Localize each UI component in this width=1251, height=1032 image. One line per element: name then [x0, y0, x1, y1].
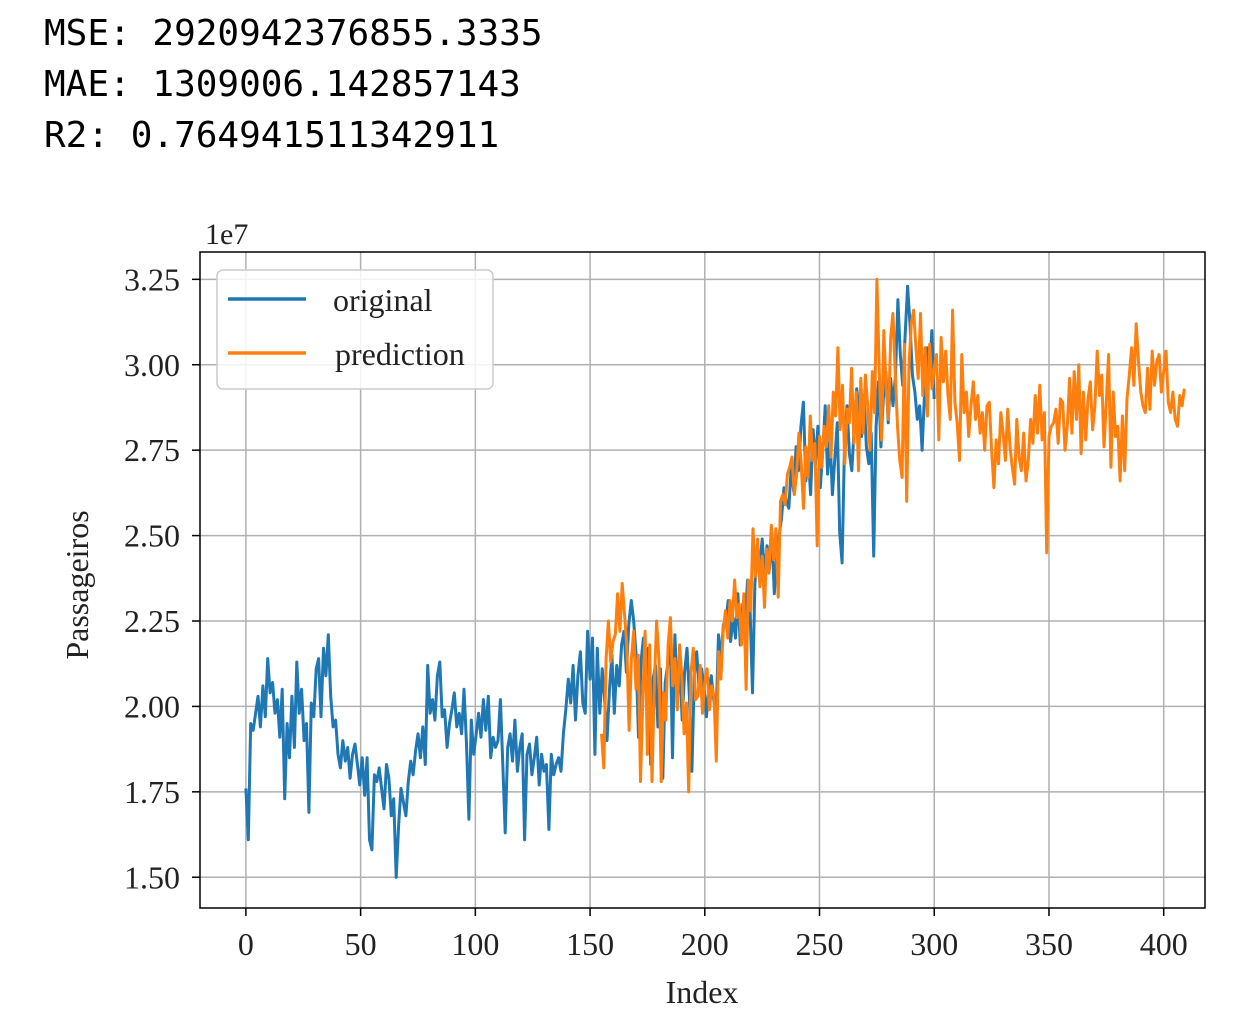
y-axis-label: Passageiros	[59, 510, 95, 659]
x-axis-ticks: 0 50 100 150 200 250 300 350 400	[238, 908, 1188, 962]
y-tick-label: 2.50	[124, 518, 180, 554]
y-axis-ticks: 1.50 1.75 2.00 2.25 2.50 2.75 3.00 3.25	[124, 261, 200, 895]
metric-mse-label: MSE:	[44, 13, 131, 54]
y-tick-label: 3.00	[124, 347, 180, 383]
metric-r2: R2: 0.764941511342911	[44, 110, 543, 161]
x-tick-label: 200	[681, 926, 729, 962]
legend: original prediction	[216, 269, 494, 390]
y-tick-label: 2.75	[124, 432, 180, 468]
y-tick-label: 3.25	[124, 261, 180, 297]
offset-label: 1e7	[205, 218, 248, 251]
x-tick-label: 350	[1025, 926, 1073, 962]
y-tick-label: 1.50	[124, 859, 180, 895]
legend-prediction-label: prediction	[335, 336, 465, 372]
y-tick-label: 2.25	[124, 603, 180, 639]
x-tick-label: 0	[238, 926, 254, 962]
metric-mse-value: 2920942376855.3335	[152, 13, 543, 54]
metric-mae-value: 1309006.142857143	[152, 64, 521, 105]
x-tick-label: 100	[451, 926, 499, 962]
metric-r2-label: R2:	[44, 115, 110, 156]
metric-mse: MSE: 2920942376855.3335	[44, 8, 543, 59]
y-tick-label: 2.00	[124, 688, 180, 724]
x-tick-label: 50	[345, 926, 377, 962]
x-tick-label: 150	[566, 926, 614, 962]
metric-r2-value: 0.764941511342911	[130, 115, 500, 156]
series-line-prediction	[600, 277, 1186, 794]
metric-mae: MAE: 1309006.142857143	[44, 59, 543, 110]
x-axis-label: Index	[666, 974, 739, 1010]
legend-original-label: original	[333, 282, 433, 318]
plot-frame	[199, 251, 1206, 909]
metrics-output: MSE: 2920942376855.3335 MAE: 1309006.142…	[44, 8, 543, 161]
metric-mae-label: MAE:	[44, 64, 131, 105]
y-tick-label: 1.75	[124, 774, 180, 810]
x-tick-label: 250	[796, 926, 844, 962]
x-tick-label: 400	[1140, 926, 1188, 962]
x-tick-label: 300	[910, 926, 958, 962]
series-lines	[244, 277, 1186, 879]
